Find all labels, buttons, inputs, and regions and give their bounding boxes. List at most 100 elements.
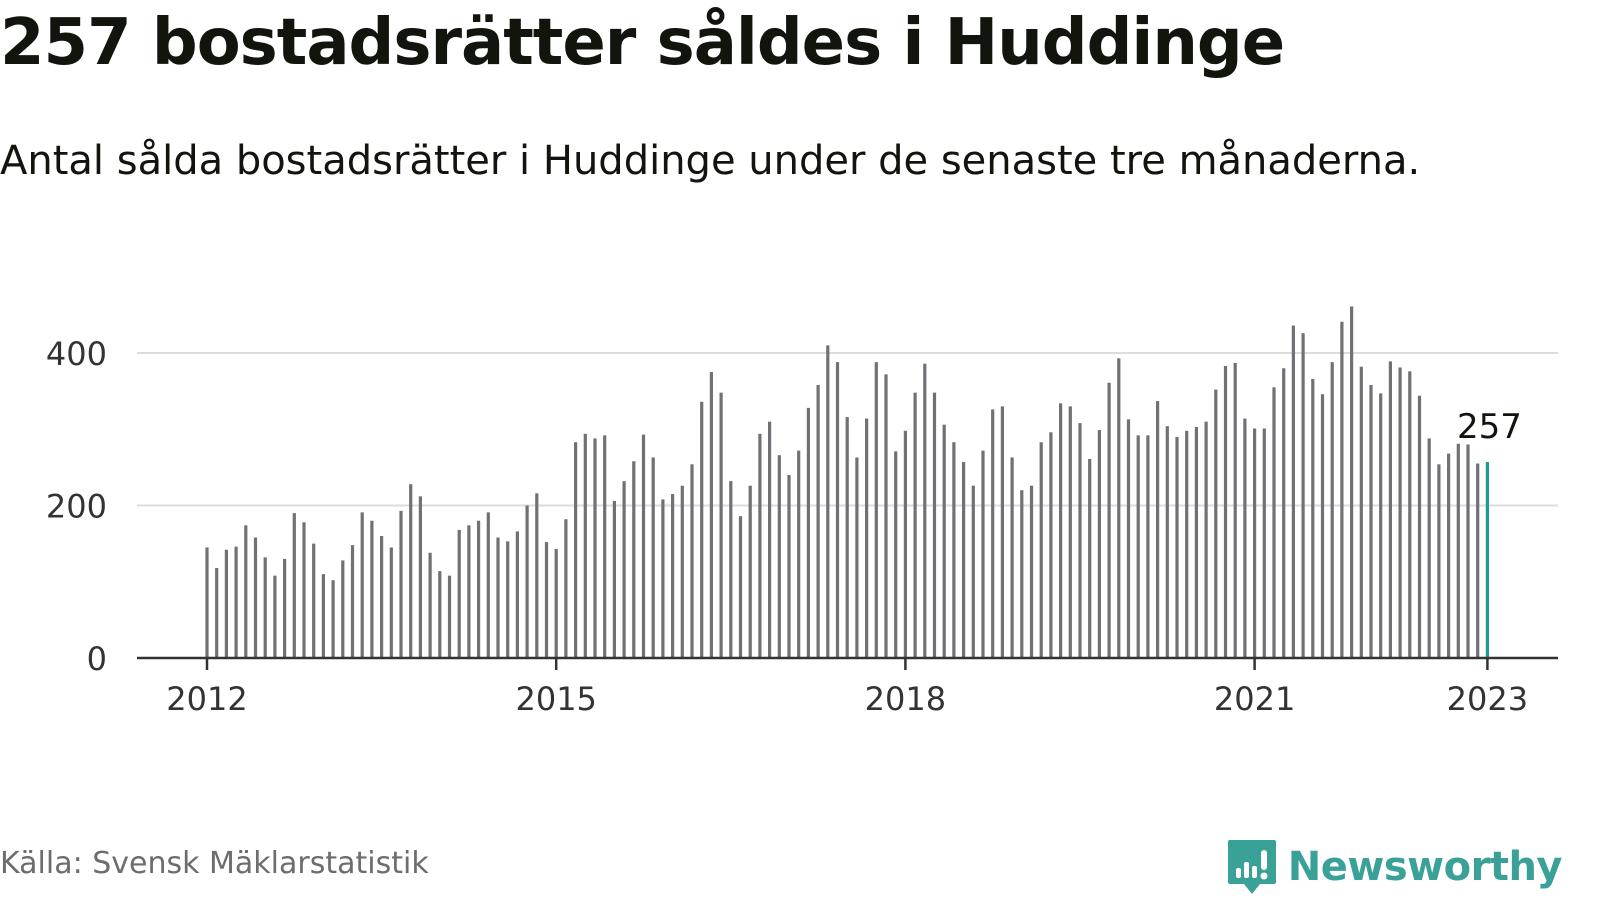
bar xyxy=(787,475,791,658)
bar xyxy=(612,500,616,658)
bar xyxy=(525,505,529,658)
bar xyxy=(777,455,781,658)
bar xyxy=(1320,394,1325,658)
bar xyxy=(816,385,820,658)
bar xyxy=(1369,385,1373,658)
bar xyxy=(515,531,519,658)
bar xyxy=(1126,419,1131,658)
x-tick-label: 2023 xyxy=(1447,680,1528,718)
bar xyxy=(632,461,636,658)
bar xyxy=(1068,406,1072,658)
bar xyxy=(302,522,306,658)
bar xyxy=(1291,325,1295,658)
bar xyxy=(457,529,461,658)
bar xyxy=(884,374,888,658)
bar xyxy=(971,485,975,658)
bar xyxy=(894,451,898,658)
last-value-label: 257 xyxy=(1457,407,1522,447)
bar xyxy=(874,362,878,658)
bar xyxy=(312,543,316,659)
bar xyxy=(438,571,442,658)
newsworthy-logo-icon xyxy=(1227,840,1276,894)
bar xyxy=(1078,423,1082,658)
bar xyxy=(768,421,772,659)
bar xyxy=(1272,387,1276,658)
bar xyxy=(680,485,684,658)
bar xyxy=(826,345,830,659)
bar xyxy=(1156,401,1160,658)
bar xyxy=(583,433,587,658)
bar xyxy=(467,525,471,658)
bar xyxy=(903,430,907,658)
bar xyxy=(855,457,859,658)
bar xyxy=(981,450,985,658)
bar xyxy=(622,481,626,658)
bar xyxy=(1223,365,1228,658)
bar xyxy=(700,401,704,658)
bar xyxy=(1417,395,1422,658)
bar xyxy=(719,392,723,658)
bar xyxy=(942,424,946,658)
bar xyxy=(380,536,384,658)
bar xyxy=(1427,438,1431,658)
bar xyxy=(486,512,490,658)
bar xyxy=(1049,432,1053,658)
x-tick-label: 2021 xyxy=(1214,680,1295,718)
bar xyxy=(535,493,539,658)
bar xyxy=(321,574,325,659)
bar xyxy=(1000,406,1004,658)
bar xyxy=(932,392,937,658)
bar xyxy=(564,519,568,659)
bar xyxy=(962,462,966,658)
bar xyxy=(1301,333,1305,658)
bar xyxy=(215,568,219,658)
bar xyxy=(1379,393,1383,658)
bar xyxy=(806,407,810,658)
bar xyxy=(1388,361,1392,658)
x-axis-ticks: 2012 2015 2018 2021 2023 xyxy=(166,658,1528,718)
bar xyxy=(574,442,578,658)
x-tick-label: 2018 xyxy=(865,680,946,718)
bar xyxy=(409,484,413,658)
bar xyxy=(1020,490,1024,658)
source-note: Källa: Svensk Mäklarstatistik xyxy=(0,846,429,881)
bars xyxy=(205,306,1489,659)
bar xyxy=(641,434,646,658)
bar xyxy=(506,541,510,658)
bar xyxy=(263,557,267,658)
y-axis-labels: 0 200 400 xyxy=(46,335,107,678)
bar xyxy=(1398,367,1402,658)
bar xyxy=(1243,418,1247,658)
bar xyxy=(1010,457,1014,658)
bar xyxy=(544,542,549,658)
bar xyxy=(205,547,209,658)
bar xyxy=(1039,442,1043,658)
y-tick-label: 200 xyxy=(46,488,107,526)
bar xyxy=(331,580,335,658)
x-tick-label: 2015 xyxy=(515,680,596,718)
newsworthy-logo: Newsworthy xyxy=(1226,838,1563,896)
bar xyxy=(835,362,840,658)
bar xyxy=(1340,321,1344,658)
bar xyxy=(671,494,675,658)
bar xyxy=(797,450,801,658)
bar xyxy=(1146,435,1150,658)
bar xyxy=(234,546,238,658)
bar xyxy=(1408,371,1412,658)
bar xyxy=(418,496,422,658)
bar xyxy=(1330,362,1334,658)
bar xyxy=(593,438,597,658)
bar xyxy=(1214,389,1218,658)
bar xyxy=(360,512,364,658)
bar xyxy=(913,392,917,658)
bar-latest xyxy=(1485,462,1489,658)
bar xyxy=(273,575,277,658)
bar xyxy=(1253,428,1257,658)
bar xyxy=(292,513,296,659)
bar xyxy=(1476,463,1480,658)
bar xyxy=(1311,378,1315,658)
bar xyxy=(603,435,607,658)
bar xyxy=(845,417,849,658)
newsworthy-logo-text: Newsworthy xyxy=(1287,844,1563,890)
